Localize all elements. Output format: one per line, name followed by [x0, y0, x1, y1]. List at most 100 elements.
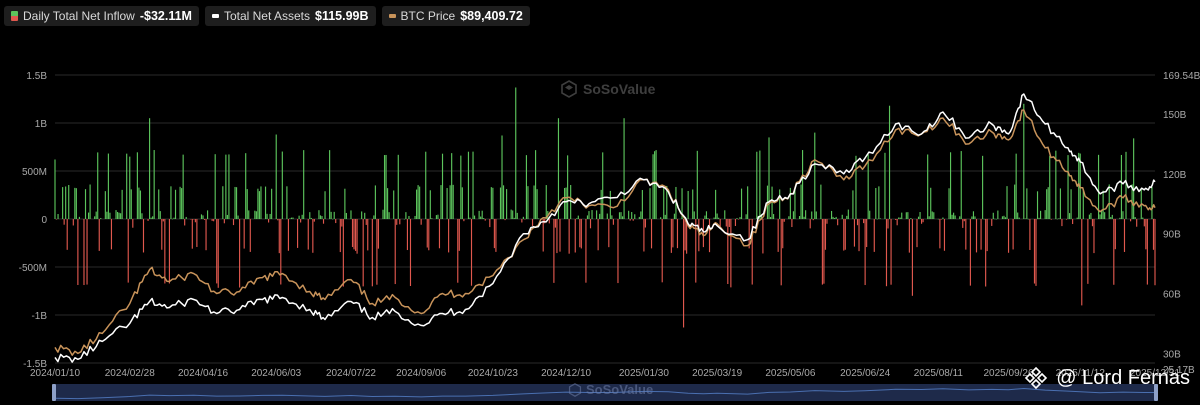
inflow-bar	[841, 214, 843, 219]
inflow-bar	[869, 210, 871, 219]
inflow-bar	[179, 186, 181, 219]
inflow-bar	[516, 212, 518, 219]
outflow-bar	[632, 219, 634, 221]
outflow-bar	[585, 219, 587, 283]
outflow-bar	[463, 219, 465, 222]
sosovalue-logo-icon	[561, 80, 577, 98]
inflow-bar	[248, 210, 250, 219]
left-tick-label: 500M	[22, 167, 47, 178]
inflow-bar	[899, 217, 901, 219]
inflow-bar	[373, 215, 375, 219]
inflow-bar	[599, 213, 601, 219]
inflow-bar	[246, 189, 248, 219]
navigator[interactable]	[52, 384, 1158, 401]
inflow-bar	[805, 210, 807, 219]
inflow-bar	[878, 186, 880, 219]
inflow-bar	[385, 154, 387, 219]
inflow-bar	[431, 218, 433, 219]
outflow-bar	[725, 219, 727, 227]
inflow-bar	[1104, 212, 1106, 219]
inflow-bar	[745, 214, 747, 219]
outflow-bar	[243, 219, 245, 249]
outflow-bar	[1087, 219, 1089, 284]
inflow-bar	[104, 191, 106, 219]
navigator-left-handle	[52, 384, 56, 401]
inflow-bar	[452, 184, 454, 219]
inflow-bar	[1047, 187, 1049, 219]
inflow-bar	[106, 211, 108, 219]
outflow-bar	[86, 219, 88, 285]
binance-logo-icon	[1025, 366, 1048, 390]
line-swatch-icon	[388, 14, 396, 18]
legend-item-btc[interactable]: BTC Price $89,409.72	[381, 6, 530, 26]
inflow-bar	[933, 212, 935, 219]
legend-item-assets[interactable]: Total Net Assets $115.99B	[204, 6, 376, 26]
outflow-bar	[184, 219, 186, 226]
inflow-bar	[136, 152, 138, 219]
outflow-bar	[196, 219, 198, 247]
outflow-bar	[1154, 219, 1156, 286]
x-tick-label: 2025/08/11	[914, 368, 964, 379]
inflow-bar	[536, 189, 538, 219]
inflow-bar	[467, 151, 470, 219]
inflow-bar	[953, 212, 955, 219]
outflow-bar	[194, 219, 196, 223]
inflow-bar	[654, 151, 656, 219]
inflow-bar	[983, 218, 985, 220]
inflow-bar	[200, 214, 203, 219]
inflow-bar	[417, 185, 419, 219]
inflow-bar	[150, 217, 152, 219]
inflow-bar	[62, 187, 64, 219]
outflow-bar	[98, 219, 100, 251]
inflow-bar	[847, 209, 849, 219]
btc-price-line	[54, 109, 1156, 356]
outflow-bar	[1130, 219, 1132, 222]
outflow-bar	[356, 219, 358, 254]
inflow-bar	[771, 186, 773, 219]
inflow-bar	[768, 137, 770, 219]
inflow-bar	[469, 217, 471, 219]
right-tick-label: 25.17B	[1163, 365, 1195, 376]
inflow-bar	[290, 217, 293, 219]
inflow-bar	[586, 215, 589, 219]
inflow-bar	[522, 216, 524, 219]
outflow-bar	[863, 219, 865, 224]
inflow-bar	[75, 188, 77, 219]
outflow-bar	[1145, 219, 1147, 250]
inflow-bar	[1001, 216, 1004, 219]
left-tick-label: 1.5B	[26, 71, 47, 82]
inflow-bar	[835, 216, 837, 219]
inflow-bar	[927, 154, 929, 219]
outflow-bar	[579, 219, 581, 248]
x-tick-label: 2024/02/28	[105, 368, 155, 379]
inflow-bar	[1046, 189, 1048, 219]
inflow-bar	[286, 186, 288, 219]
outflow-bar	[493, 219, 495, 249]
inflow-bar	[919, 212, 921, 219]
inflow-bar	[769, 217, 772, 219]
inflow-bar	[1056, 218, 1058, 220]
inflow-bar	[876, 218, 878, 220]
outflow-bar	[556, 219, 558, 254]
outflow-bar	[812, 219, 814, 221]
outflow-bar	[457, 219, 459, 283]
inflow-bar	[437, 214, 439, 219]
inflow-bar	[116, 211, 119, 219]
inflow-bar	[628, 210, 630, 219]
outflow-bar	[548, 219, 550, 224]
watermark: SoSoValue	[560, 80, 655, 98]
inflow-bar	[623, 118, 625, 219]
inflow-bar	[693, 211, 695, 219]
inflow-bar	[718, 217, 720, 219]
inflow-bar	[930, 187, 932, 219]
inflow-bar	[631, 212, 633, 219]
author-credit: @ Lord Fernas	[1024, 366, 1190, 390]
outflow-bar	[147, 219, 149, 221]
legend-item-inflow[interactable]: Daily Total Net Inflow -$32.11M	[4, 6, 199, 26]
inflow-bar	[414, 215, 416, 219]
inflow-bar	[620, 212, 622, 219]
inflow-bar	[879, 218, 881, 219]
outflow-bar	[132, 219, 134, 228]
inflow-bars	[54, 87, 1156, 328]
outflow-bar	[1012, 219, 1014, 250]
